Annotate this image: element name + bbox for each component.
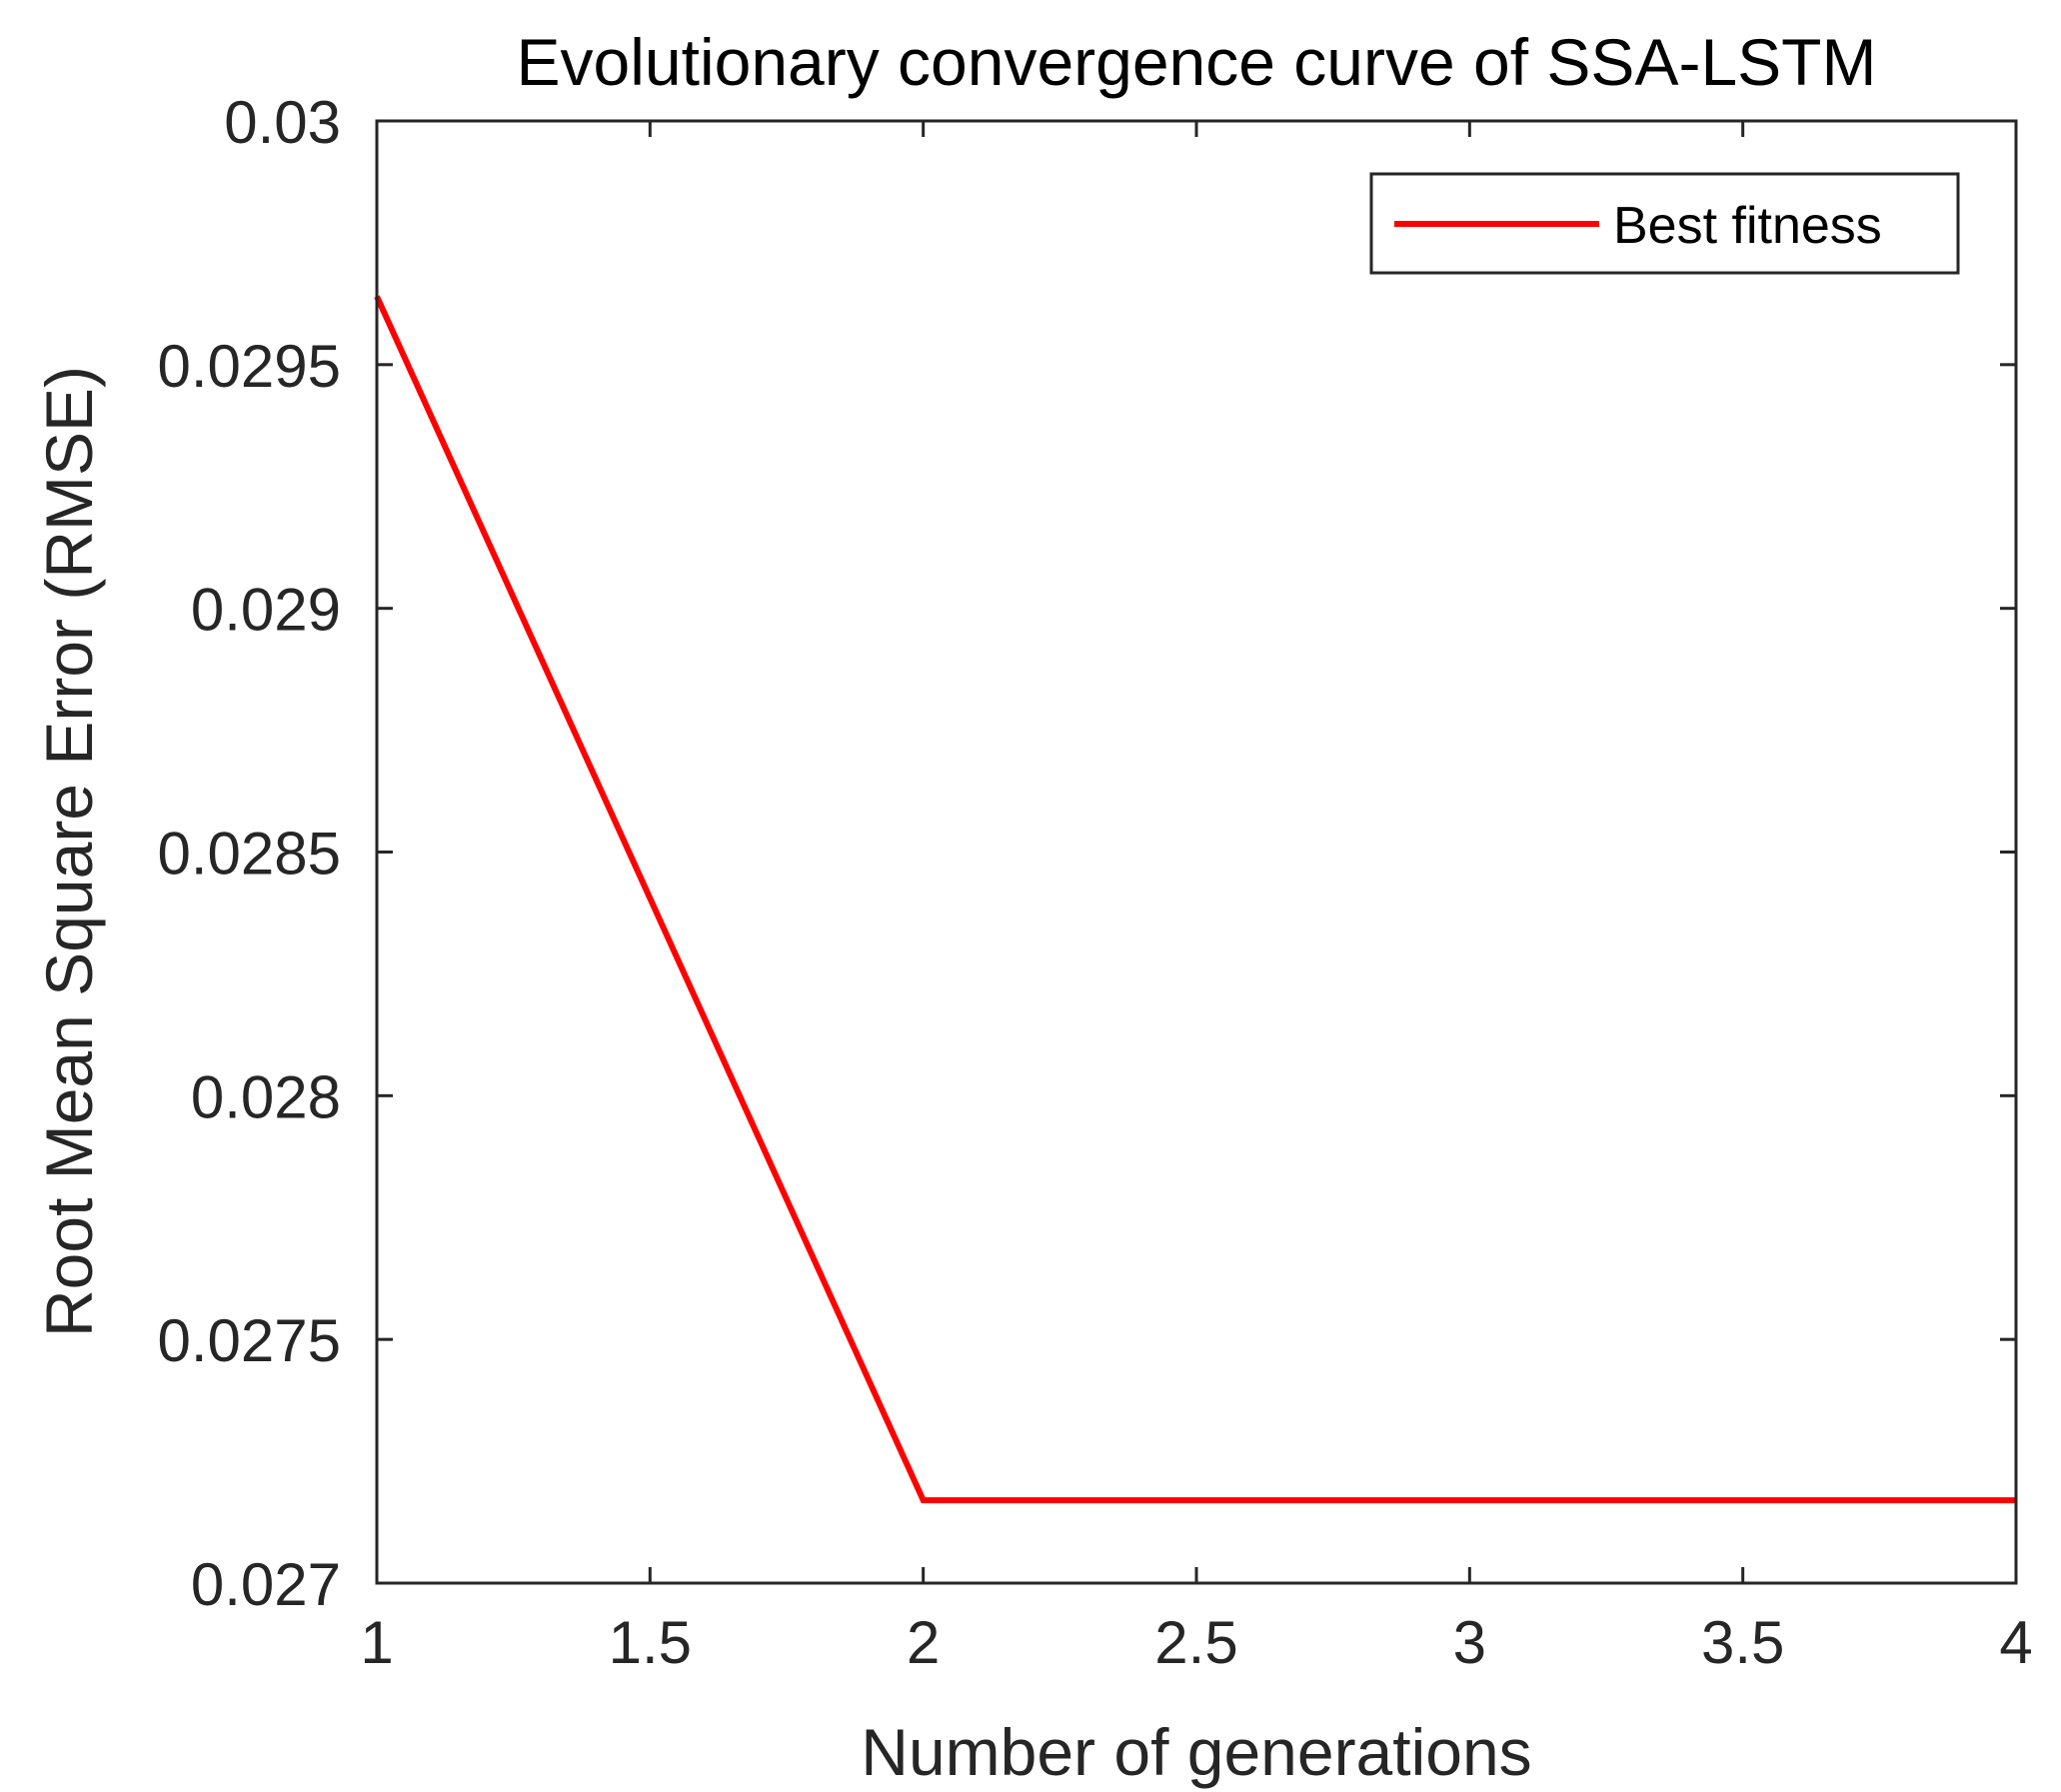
y-tick-label: 0.03 [224, 89, 341, 156]
x-tick-label: 1 [360, 1609, 393, 1676]
plot-area [377, 121, 2016, 1583]
y-tick-label: 0.0275 [157, 1307, 341, 1374]
x-tick-label: 2.5 [1154, 1609, 1237, 1676]
x-tick-label: 3 [1453, 1609, 1486, 1676]
x-tick-labels: 1 1.5 2 2.5 3 3.5 4 [360, 1609, 2032, 1676]
y-tick-label: 0.028 [191, 1063, 341, 1130]
y-tick-label: 0.0285 [157, 821, 341, 888]
legend: Best fitness [1369, 172, 1960, 275]
y-tick-labels: 0.027 0.0275 0.028 0.0285 0.029 0.0295 0.03 [157, 89, 341, 1618]
x-tick-label: 1.5 [609, 1609, 692, 1676]
series-layer [374, 295, 2016, 1504]
series-line-best-fitness [374, 295, 2016, 1504]
legend-label: Best fitness [1613, 197, 1882, 255]
y-axis-label: Root Mean Square Error (RMSE) [32, 366, 106, 1337]
y-tick-label: 0.027 [191, 1551, 341, 1618]
x-tick-label: 4 [1999, 1609, 2032, 1676]
chart-title: Evolutionary convergence curve of SSA-LS… [517, 25, 1877, 99]
axes-box [375, 119, 2018, 1585]
y-tick-label: 0.0295 [157, 333, 341, 400]
y-tick-label: 0.029 [191, 577, 341, 644]
x-tick-label: 3.5 [1701, 1609, 1784, 1676]
x-axis-label: Number of generations [861, 1715, 1531, 1789]
x-tick-label: 2 [907, 1609, 940, 1676]
